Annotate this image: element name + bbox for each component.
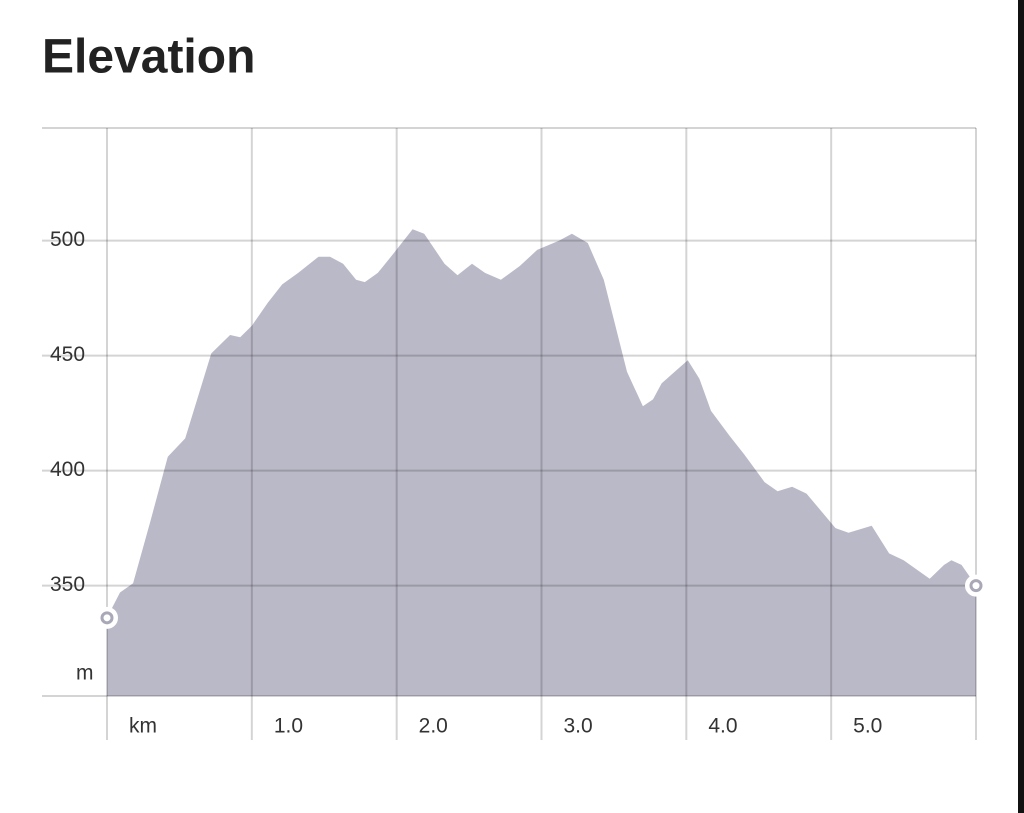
chart-title: Elevation [42, 31, 255, 84]
y-tick-label: 500 [50, 228, 85, 251]
screen-edge [1018, 0, 1024, 813]
endpoint-marker-ring [969, 579, 983, 593]
elevation-area [107, 229, 976, 696]
y-tick-label: 450 [50, 343, 85, 366]
x-tick-label: 4.0 [708, 715, 737, 738]
y-unit-label: m [76, 662, 94, 685]
x-tick-label: 1.0 [274, 715, 303, 738]
y-tick-label: 350 [50, 573, 85, 596]
x-tick-label: 2.0 [419, 715, 448, 738]
x-tick-label: 5.0 [853, 715, 882, 738]
y-tick-label: 400 [50, 458, 85, 481]
x-tick-label: 3.0 [564, 715, 593, 738]
endpoint-marker-ring [100, 611, 114, 625]
x-unit-label: km [129, 715, 157, 738]
